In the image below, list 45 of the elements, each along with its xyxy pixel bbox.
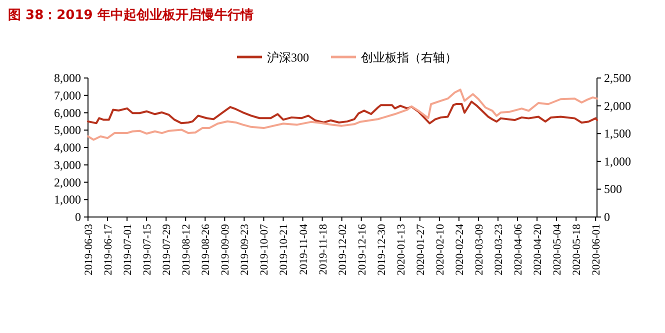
y-tick-label: 8,000 — [54, 71, 81, 85]
y-tick-label: 2,000 — [54, 175, 81, 190]
x-tick-label: 2019-08-26 — [200, 224, 212, 276]
x-tick-label: 2019-06-17 — [102, 224, 115, 276]
y-tick-label: 7,000 — [54, 88, 81, 102]
x-tick-label: 2019-11-04 — [298, 224, 310, 275]
x-tick-label: 2019-12-30 — [376, 224, 388, 276]
x-tick-label: 2019-07-01 — [122, 224, 134, 276]
x-tick-label: 2019-10-21 — [278, 224, 290, 276]
x-tick-label: 2019-09-23 — [239, 224, 252, 276]
x-tick-label: 2019-10-07 — [258, 224, 271, 276]
y-tick-label: 6,000 — [54, 106, 81, 120]
x-tick-label: 2020-06-01 — [590, 224, 603, 276]
x-tick-label: 2019-07-29 — [161, 224, 174, 276]
x-tick-label: 2020-01-13 — [395, 224, 408, 276]
x-tick-label: 2020-03-23 — [492, 224, 505, 276]
y2-tick-label: 1,500 — [604, 126, 631, 141]
y-tick-label: 4,000 — [54, 140, 81, 154]
y2-tick-label: 500 — [604, 182, 622, 196]
chart-title: 图 38：2019 年中起创业板开启慢牛行情 — [8, 7, 254, 23]
y-tick-label: 0 — [75, 210, 81, 224]
x-tick-label: 2019-08-12 — [180, 224, 193, 276]
x-tick-label: 2020-02-24 — [454, 224, 466, 276]
x-tick-label: 2019-07-15 — [142, 224, 154, 276]
x-tick-label: 2019-12-16 — [356, 224, 368, 276]
x-tick-label: 2019-06-03 — [83, 224, 95, 276]
x-tick-label: 2020-04-20 — [532, 224, 544, 276]
legend-label: 创业板指（右轴） — [361, 50, 457, 64]
x-tick-label: 2020-03-09 — [473, 224, 486, 276]
y2-tick-label: 0 — [604, 210, 610, 224]
y-tick-label: 3,000 — [54, 158, 81, 172]
x-tick-label: 2020-04-06 — [512, 224, 525, 276]
x-tick-label: 2020-05-04 — [552, 224, 564, 276]
x-tick-label: 2019-12-02 — [336, 224, 349, 276]
y2-tick-label: 1,000 — [604, 154, 631, 168]
x-tick-label: 2020-02-10 — [434, 224, 446, 276]
y-tick-label: 1,000 — [54, 192, 81, 207]
y2-tick-label: 2,500 — [604, 71, 631, 85]
legend-label: 沪深300 — [267, 50, 309, 64]
x-tick-label: 2019-09-09 — [220, 224, 232, 276]
x-tick-label: 2020-01-27 — [414, 224, 427, 276]
y-tick-label: 5,000 — [54, 123, 81, 138]
y2-tick-label: 2,000 — [604, 98, 631, 113]
x-tick-label: 2020-05-18 — [571, 224, 584, 276]
x-tick-label: 2019-11-18 — [317, 224, 330, 275]
